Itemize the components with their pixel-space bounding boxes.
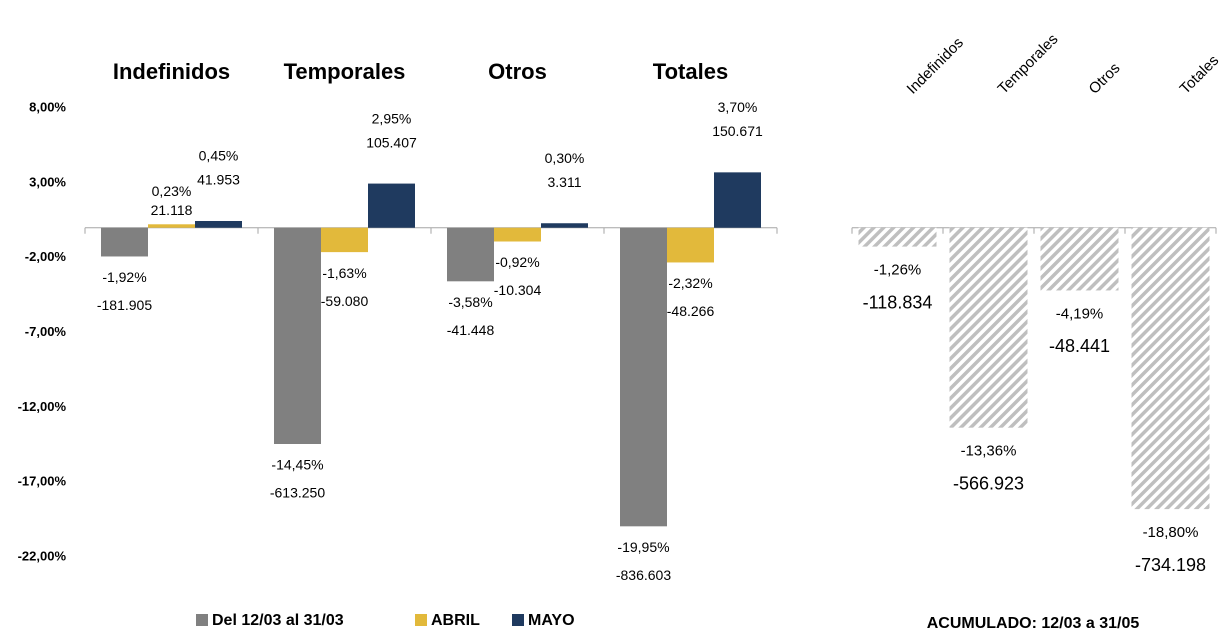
bar xyxy=(195,220,242,228)
y-tick-label: 3,00% xyxy=(29,174,66,189)
bar xyxy=(148,224,195,228)
bar xyxy=(1040,227,1119,291)
bar xyxy=(321,227,368,253)
value-label: -18,80% xyxy=(1143,524,1199,541)
value-label: 2,95% xyxy=(372,110,412,126)
count-label: -59.080 xyxy=(321,293,369,309)
y-tick-label: -7,00% xyxy=(25,324,67,339)
value-label: -1,63% xyxy=(322,265,366,281)
value-label: -3,58% xyxy=(448,294,492,310)
value-label: -13,36% xyxy=(961,443,1017,460)
y-tick-label: -2,00% xyxy=(25,249,67,264)
value-label: 0,23% xyxy=(152,183,192,199)
value-label: -1,92% xyxy=(102,269,146,285)
category-label: Temporales xyxy=(995,31,1062,98)
count-label: -836.603 xyxy=(616,567,671,583)
count-label: 105.407 xyxy=(366,134,417,150)
count-label: 150.671 xyxy=(712,123,763,139)
bar xyxy=(494,227,541,242)
category-title: Indefinidos xyxy=(113,59,230,84)
value-label: -1,26% xyxy=(874,262,922,279)
value-label: -4,19% xyxy=(1056,305,1104,322)
legend-label: Del 12/03 al 31/03 xyxy=(212,612,344,629)
count-label: -41.448 xyxy=(447,322,495,338)
legend-swatch xyxy=(512,614,524,626)
count-label: 3.311 xyxy=(548,174,582,190)
bar xyxy=(949,227,1028,428)
y-tick-label: -17,00% xyxy=(18,474,67,489)
value-label: -0,92% xyxy=(495,254,539,270)
category-title: Otros xyxy=(488,59,547,84)
category-label: Indefinidos xyxy=(904,34,967,97)
value-label: -19,95% xyxy=(617,539,669,555)
legend-label: MAYO xyxy=(528,612,575,629)
count-label: -10.304 xyxy=(494,282,542,298)
count-label: 41.953 xyxy=(197,172,240,188)
legend-swatch xyxy=(196,614,208,626)
bar xyxy=(274,227,321,445)
count-label: -734.198 xyxy=(1135,555,1206,575)
category-title: Temporales xyxy=(284,59,406,84)
bar xyxy=(541,223,588,228)
y-tick-label: 8,00% xyxy=(29,99,66,114)
count-label: -48.266 xyxy=(667,303,715,319)
value-label: 3,70% xyxy=(718,99,758,115)
category-label: Otros xyxy=(1086,60,1124,98)
bar xyxy=(714,172,761,228)
legend-swatch xyxy=(415,614,427,626)
bar xyxy=(101,227,148,257)
legend-label: ABRIL xyxy=(431,612,480,629)
count-label: -566.923 xyxy=(953,473,1024,493)
bar xyxy=(1131,227,1210,510)
value-label: 0,45% xyxy=(199,148,239,164)
category-label: Totales xyxy=(1177,52,1223,98)
bar xyxy=(368,183,415,228)
bar xyxy=(858,227,937,247)
bar xyxy=(620,227,667,527)
category-title: Totales xyxy=(653,59,728,84)
right-chart-title: ACUMULADO: 12/03 a 31/05 xyxy=(927,615,1140,632)
count-label: -118.834 xyxy=(863,292,933,312)
count-label: -48.441 xyxy=(1049,336,1110,356)
bar xyxy=(667,227,714,263)
count-label: -181.905 xyxy=(97,297,152,313)
value-label: -2,32% xyxy=(668,275,712,291)
y-tick-label: -12,00% xyxy=(18,399,67,414)
bar xyxy=(447,227,494,282)
value-label: -14,45% xyxy=(271,457,323,473)
y-tick-label: -22,00% xyxy=(18,548,67,563)
value-label: 0,30% xyxy=(545,150,585,166)
count-label: 21.118 xyxy=(151,202,193,218)
count-label: -613.250 xyxy=(270,485,325,501)
